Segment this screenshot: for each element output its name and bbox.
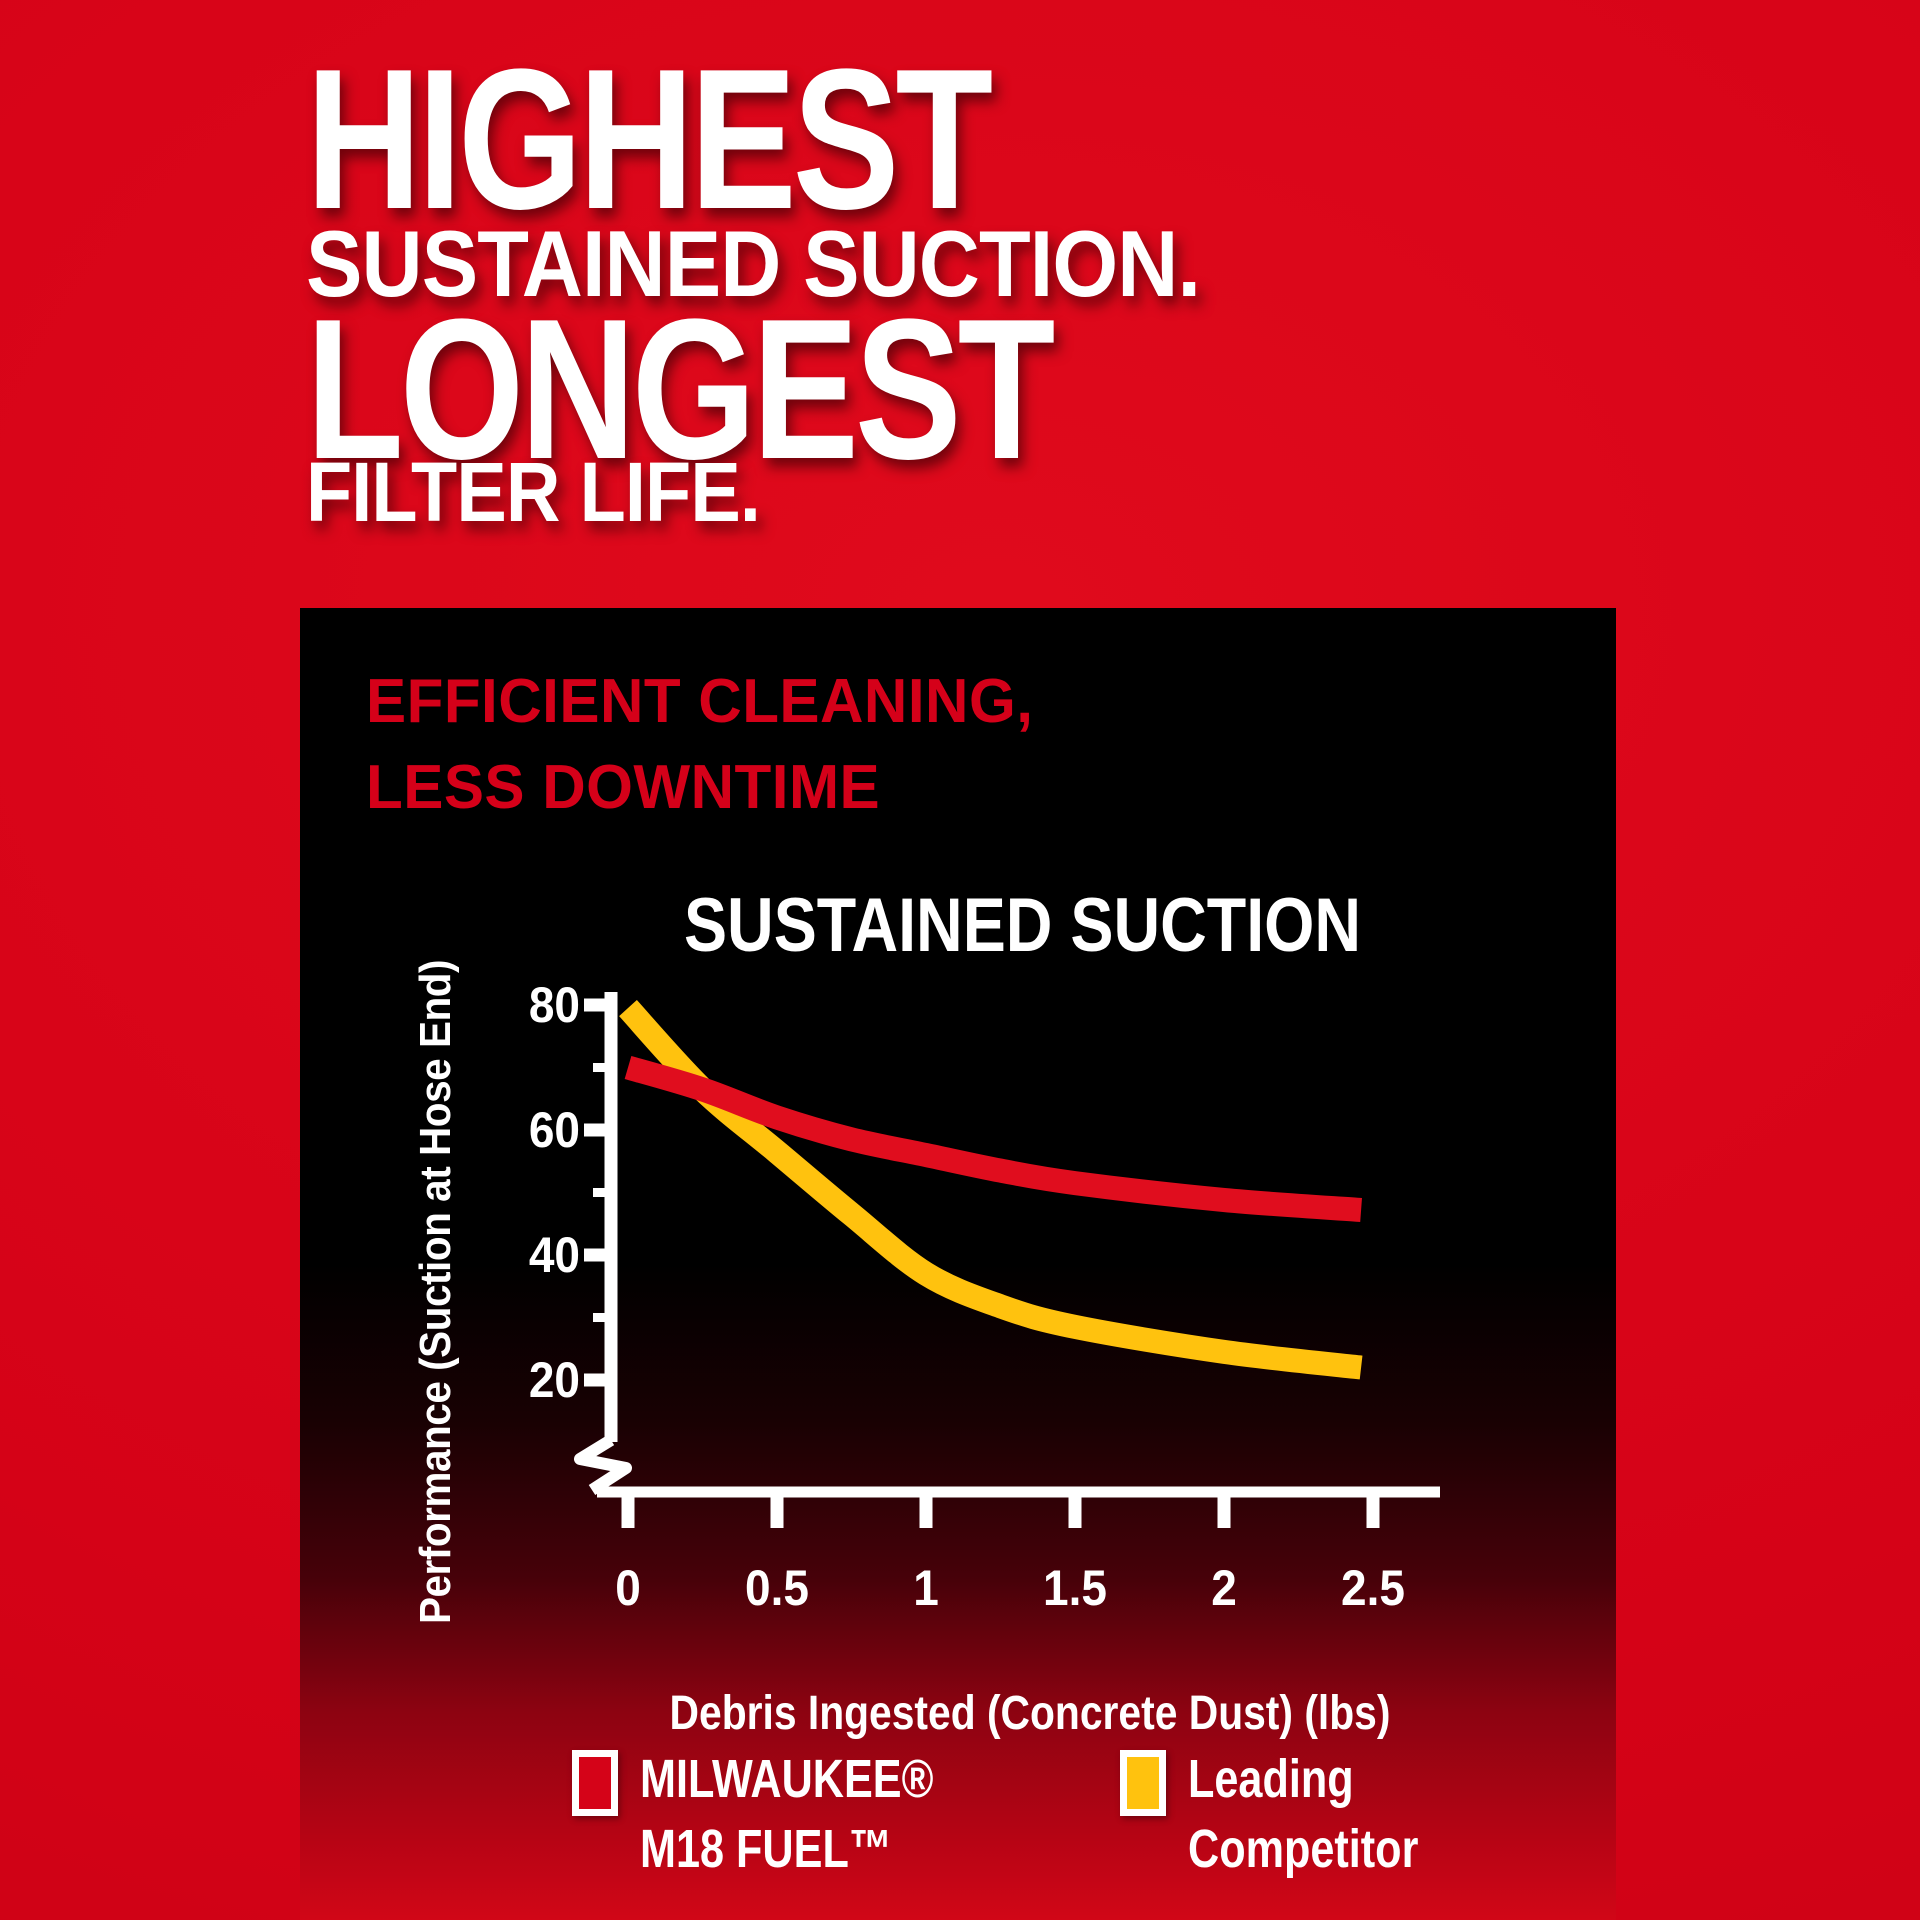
- panel-heading-line1: EFFICIENT CLEANING,: [366, 667, 1034, 736]
- headline-highest: HIGHEST: [306, 28, 993, 251]
- x-tick-label-0: 0: [615, 1560, 641, 1616]
- y-tick-label-40: 40: [528, 1227, 580, 1283]
- x-axis-label: Debris Ingested (Concrete Dust) (lbs): [669, 1687, 1391, 1740]
- y-tick-label-60: 60: [528, 1102, 580, 1158]
- x-tick-label-2.5: 2.5: [1341, 1560, 1405, 1616]
- y-tick-label-80: 80: [528, 977, 580, 1033]
- chart-title: SUSTAINED SUCTION: [683, 883, 1362, 968]
- legend-milwaukee-line2: M18 FUEL™: [640, 1819, 893, 1880]
- x-tick-label-1: 1: [913, 1560, 939, 1616]
- y-tick-label-20: 20: [528, 1352, 580, 1408]
- legend-competitor-line2: Competitor: [1188, 1819, 1419, 1880]
- x-tick-label-1.5: 1.5: [1043, 1560, 1107, 1616]
- headline-longest: LONGEST: [306, 278, 1055, 501]
- legend-item-milwaukee: MILWAUKEE® M18 FUEL™: [572, 1749, 1007, 1884]
- legend-label-competitor: Leading Competitor: [1188, 1744, 1418, 1884]
- axis-break-icon: [574, 1434, 632, 1496]
- milwaukee-swatch-icon: [572, 1750, 618, 1816]
- legend-milwaukee-line1: MILWAUKEE®: [640, 1749, 934, 1809]
- headline-filter-life: FILTER LIFE.: [306, 445, 761, 539]
- series-line-competitor: [619, 1000, 1363, 1380]
- legend-item-competitor: Leading Competitor: [1120, 1749, 1476, 1884]
- chart-panel: [300, 608, 1616, 1920]
- series-line-milwaukee: [624, 1055, 1362, 1222]
- headline-sustained-suction: SUSTAINED SUCTION.: [306, 211, 1201, 316]
- legend-label-milwaukee: MILWAUKEE® M18 FUEL™: [640, 1744, 933, 1884]
- x-tick-label-0.5: 0.5: [745, 1560, 809, 1616]
- panel-heading-line2: LESS DOWNTIME: [366, 753, 881, 822]
- x-tick-label-2: 2: [1211, 1560, 1237, 1616]
- legend-competitor-line1: Leading: [1188, 1749, 1354, 1809]
- competitor-swatch-icon: [1120, 1750, 1166, 1816]
